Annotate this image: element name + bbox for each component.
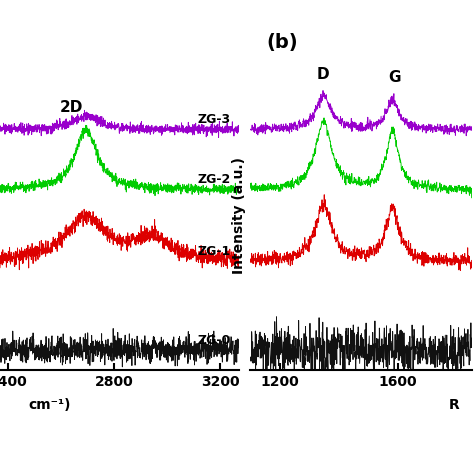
Text: ZG-2: ZG-2 — [198, 173, 231, 186]
Y-axis label: Intensity (a.u.): Intensity (a.u.) — [232, 157, 246, 274]
Text: ZG-0: ZG-0 — [198, 334, 231, 346]
Text: G: G — [389, 70, 401, 85]
Text: ZG-3: ZG-3 — [198, 113, 231, 127]
Text: D: D — [316, 67, 329, 82]
Text: R: R — [449, 398, 460, 412]
Text: cm⁻¹): cm⁻¹) — [28, 398, 71, 412]
Text: (b): (b) — [266, 33, 298, 52]
Text: 2D: 2D — [60, 100, 83, 115]
Text: ZG-1: ZG-1 — [198, 246, 231, 258]
